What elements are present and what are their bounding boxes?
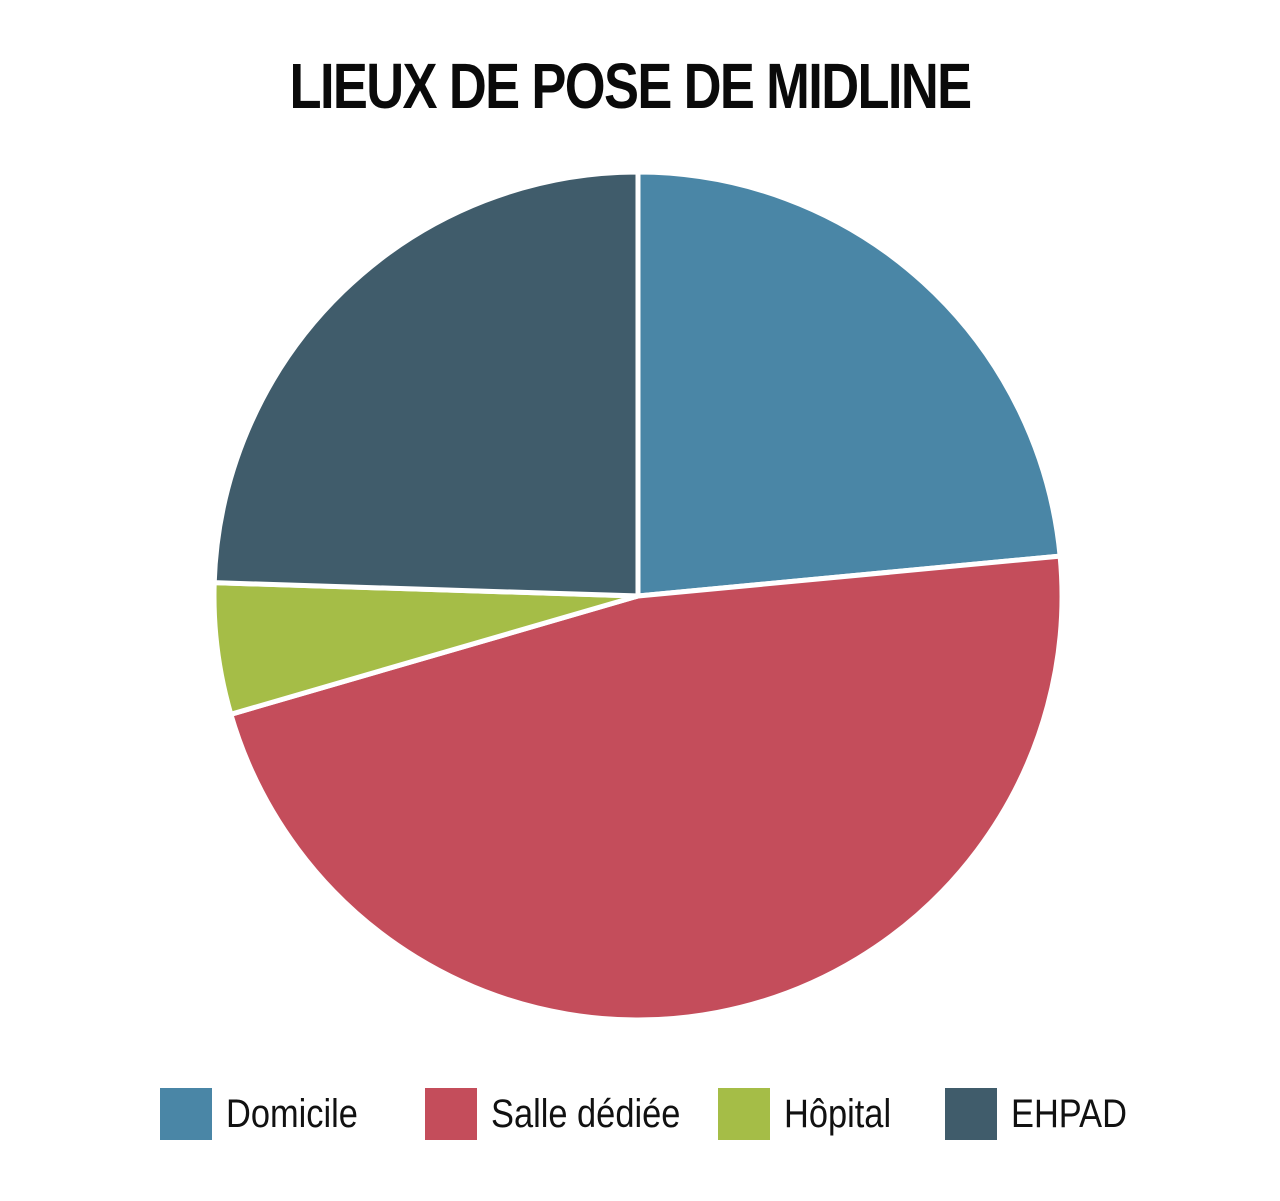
pie-slice-ehpad [211, 169, 641, 599]
legend-label-domicile: Domicile [226, 1091, 358, 1136]
legend-label-salle-dediee: Salle dédiée [491, 1091, 681, 1136]
legend-item-domicile: Domicile [160, 1087, 379, 1141]
chart-title: LIEUX DE POSE DE MIDLINE [289, 50, 973, 122]
legend-label-hopital: Hôpital [784, 1091, 892, 1136]
legend-item-ehpad: EHPAD [945, 1087, 1146, 1141]
legend-swatch-ehpad [945, 1088, 997, 1140]
legend-item-hopital: Hôpital [718, 1087, 909, 1141]
pie-slice-salle-dediee [228, 553, 1065, 1023]
legend-swatch-hopital [718, 1088, 770, 1140]
pie-slices [211, 169, 1065, 1023]
legend-swatch-domicile [160, 1088, 212, 1140]
legend: Domicile Salle dédiée Hôpital EHPAD [0, 1087, 1280, 1141]
pie-slice-domicile [635, 169, 1063, 599]
legend-item-salle-dediee: Salle dédiée [425, 1087, 711, 1141]
legend-swatch-salle-dediee [425, 1088, 477, 1140]
legend-label-ehpad: EHPAD [1011, 1091, 1127, 1136]
